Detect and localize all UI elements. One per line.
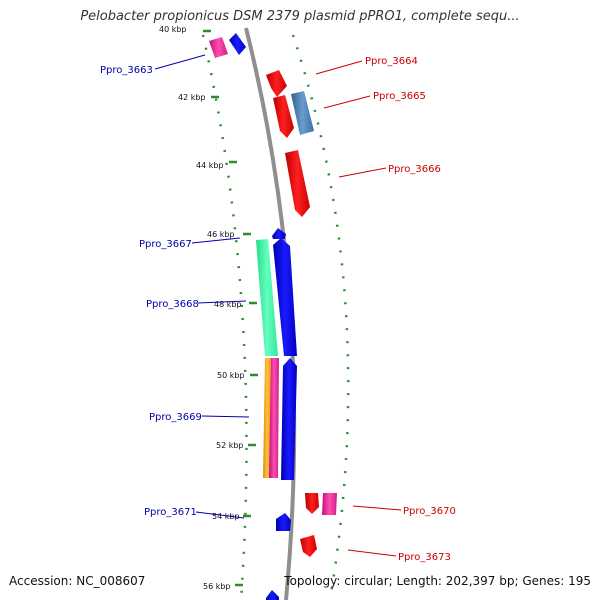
leader-line [347, 549, 397, 557]
tick-label: 56 kbp [203, 582, 231, 591]
gene-ppro-3663-blue[interactable] [229, 33, 246, 55]
leader-line [201, 415, 250, 418]
reverse-leader-lines [154, 54, 250, 519]
tick-label: 52 kbp [216, 441, 244, 450]
gene-ppro-3665-steel[interactable] [291, 91, 314, 135]
forward-leader-lines [315, 60, 402, 557]
tick-label: 48 kbp [214, 300, 242, 309]
gene-ppro-3669-pink[interactable] [269, 358, 279, 478]
leader-line [195, 511, 245, 519]
tick-label: 50 kbp [217, 371, 245, 380]
gene-label-forward[interactable]: Ppro_3673 [398, 552, 451, 563]
leader-line [154, 54, 206, 70]
tick-label: 54 kbp [212, 512, 240, 521]
gene-label-reverse[interactable]: Ppro_3663 [100, 65, 153, 76]
gene-ppro-3669-orange[interactable] [263, 358, 271, 478]
tick-marks [203, 29, 258, 587]
gene-ppro-3670-red[interactable] [305, 493, 319, 514]
gene-label-reverse[interactable]: Ppro_3668 [146, 299, 199, 310]
gene-bottom-blue[interactable] [266, 590, 279, 600]
leader-line [352, 505, 402, 511]
gene-labels: Ppro_3663 Ppro_3664 Ppro_3665 Ppro_3666 … [100, 56, 456, 563]
gene-label-forward[interactable]: Ppro_3665 [373, 91, 426, 102]
leader-line [197, 300, 247, 304]
gene-ppro-3669-blue[interactable] [281, 358, 297, 480]
gene-label-forward[interactable]: Ppro_3664 [365, 56, 418, 67]
tick-label: 46 kbp [207, 230, 235, 239]
map-title: Pelobacter propionicus DSM 2379 plasmid … [80, 9, 520, 24]
gene-ppro-3668-blue[interactable] [273, 238, 297, 356]
gene-ppro-3666[interactable] [285, 150, 310, 217]
leader-line [191, 237, 241, 244]
gene-ppro-3673[interactable] [300, 535, 317, 557]
accession-info: Accession: NC_008607 [9, 574, 146, 588]
forward-strand-features [266, 70, 337, 557]
gene-label-reverse[interactable]: Ppro_3671 [144, 507, 197, 518]
gene-label-reverse[interactable]: Ppro_3667 [139, 239, 192, 250]
gene-ppro-3670-pink[interactable] [322, 493, 337, 515]
leader-line [338, 167, 387, 178]
gene-ppro-3667-mint[interactable] [256, 239, 278, 356]
tick-label: 42 kbp [178, 93, 206, 102]
gene-label-reverse[interactable]: Ppro_3669 [149, 412, 202, 423]
leader-line [323, 95, 371, 109]
gene-ppro-3663-pink[interactable] [209, 37, 228, 58]
topology-summary: Topology: circular; Length: 202,397 bp; … [284, 574, 591, 588]
gene-ppro-3671-blue[interactable] [276, 513, 291, 531]
leader-line [315, 60, 363, 75]
gene-ppro-3665-red[interactable] [273, 95, 294, 138]
tick-label: 40 kbp [159, 25, 187, 34]
tick-label: 44 kbp [196, 161, 224, 170]
tick-labels: 40 kbp 42 kbp 44 kbp 46 kbp 48 kbp 50 kb… [159, 25, 245, 591]
gene-label-forward[interactable]: Ppro_3670 [403, 506, 456, 517]
reverse-strand-features [209, 33, 297, 600]
gene-ppro-3664[interactable] [266, 70, 287, 97]
gene-label-forward[interactable]: Ppro_3666 [388, 164, 441, 175]
gene-ppro-3667-small[interactable] [272, 228, 286, 239]
